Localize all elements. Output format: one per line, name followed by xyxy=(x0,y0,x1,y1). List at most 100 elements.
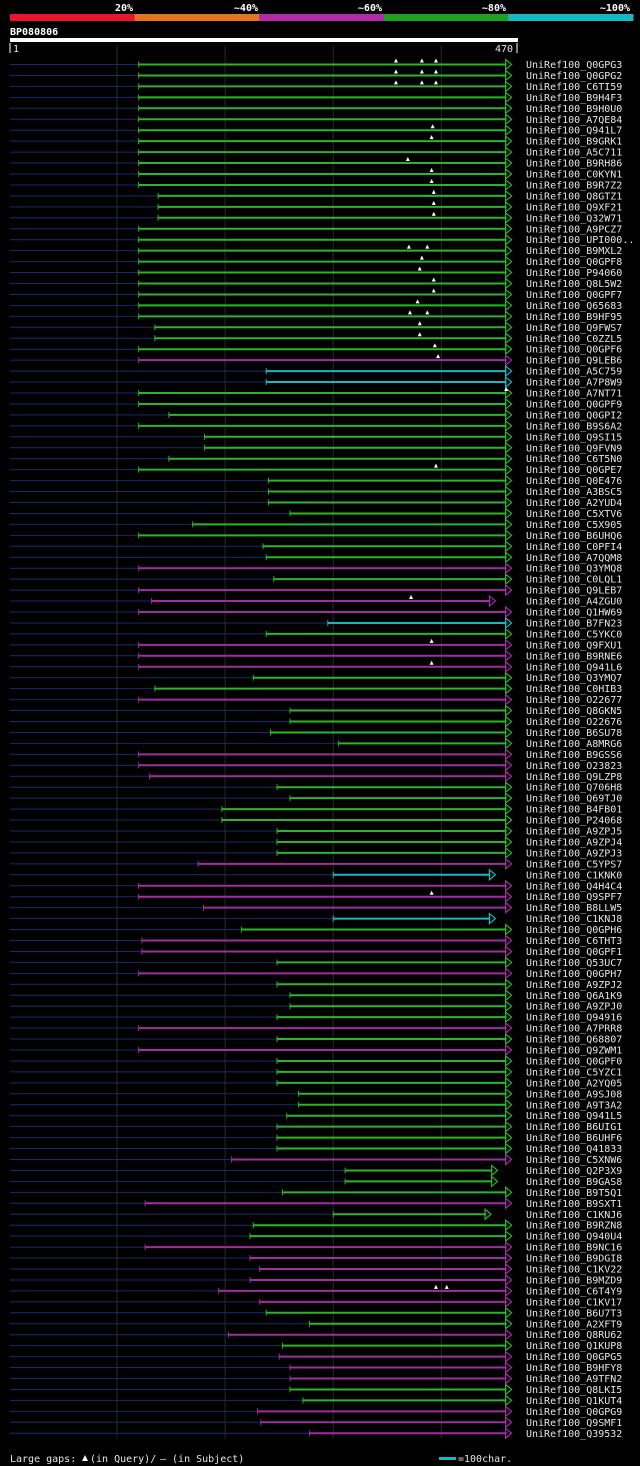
hit-label[interactable]: UniRef100_C1KV22 xyxy=(526,1265,622,1276)
hit-label[interactable]: UniRef100_Q9LEB7 xyxy=(526,586,622,597)
hit-label[interactable]: UniRef100_Q9SPF7 xyxy=(526,892,622,903)
hit-label[interactable]: UniRef100_A9SJ08 xyxy=(526,1089,622,1100)
hit-label[interactable]: UniRef100_C1KNJ6 xyxy=(526,1210,622,1221)
hit-label[interactable]: UniRef100_B9NC16 xyxy=(526,1243,622,1254)
hit-label[interactable]: UniRef100_A7P8W9 xyxy=(526,378,622,389)
hit-label[interactable]: UniRef100_Q0GPF7 xyxy=(526,290,622,301)
hit-label[interactable]: UniRef100_A7QE84 xyxy=(526,115,622,126)
hit-label[interactable]: UniRef100_B6UIG1 xyxy=(526,1122,622,1133)
hit-label[interactable]: UniRef100_Q9FWS7 xyxy=(526,323,622,334)
hit-label[interactable]: UniRef100_Q941L5 xyxy=(526,1111,622,1122)
hit-label[interactable]: UniRef100_C6TI59 xyxy=(526,82,622,93)
hit-label[interactable]: UniRef100_B7FN23 xyxy=(526,618,622,629)
hit-label[interactable]: UniRef100_B4FB01 xyxy=(526,805,622,816)
hit-label[interactable]: UniRef100_C5YPS7 xyxy=(526,859,622,870)
hit-label[interactable]: UniRef100_Q8L5W2 xyxy=(526,279,622,290)
hit-label[interactable]: UniRef100_Q9ZWM1 xyxy=(526,1046,622,1057)
hit-label[interactable]: UniRef100_A2XFT9 xyxy=(526,1319,622,1330)
hit-label[interactable]: UniRef100_B8LLW5 xyxy=(526,903,622,914)
hit-label[interactable]: UniRef100_B6UHQ6 xyxy=(526,531,622,542)
hit-label[interactable]: UniRef100_C5X905 xyxy=(526,520,622,531)
hit-label[interactable]: UniRef100_Q0GPF6 xyxy=(526,345,622,356)
hit-label[interactable]: UniRef100_Q9SI15 xyxy=(526,432,622,443)
hit-label[interactable]: UniRef100_P24068 xyxy=(526,816,622,827)
hit-label[interactable]: UniRef100_B9RZN8 xyxy=(526,1221,622,1232)
hit-label[interactable]: UniRef100_A4ZGU0 xyxy=(526,597,622,608)
hit-label[interactable]: UniRef100_B9S6A2 xyxy=(526,421,622,432)
hit-label[interactable]: UniRef100_Q4H4C4 xyxy=(526,881,622,892)
hit-label[interactable]: UniRef100_A3BSC5 xyxy=(526,487,622,498)
hit-label[interactable]: UniRef100_Q1KUP8 xyxy=(526,1341,622,1352)
hit-label[interactable]: UniRef100_Q8LKI5 xyxy=(526,1385,622,1396)
hit-label[interactable]: UniRef100_Q0GPI2 xyxy=(526,410,622,421)
hit-label[interactable]: UniRef100_B9HFY8 xyxy=(526,1363,622,1374)
hit-label[interactable]: UniRef100_A5C759 xyxy=(526,367,622,378)
hit-label[interactable]: UniRef100_Q0E476 xyxy=(526,476,622,487)
hit-label[interactable]: UniRef100_C0HIB3 xyxy=(526,684,622,695)
hit-label[interactable]: UniRef100_Q0GPE7 xyxy=(526,465,622,476)
hit-label[interactable]: UniRef100_B6SU78 xyxy=(526,728,622,739)
hit-label[interactable]: UniRef100_Q0GPF0 xyxy=(526,1056,622,1067)
hit-label[interactable]: UniRef100_Q8RU62 xyxy=(526,1330,622,1341)
hit-label[interactable]: UniRef100_Q1KUT4 xyxy=(526,1396,622,1407)
hit-label[interactable]: UniRef100_A2YUD4 xyxy=(526,498,622,509)
hit-label[interactable]: UniRef100_A8MRG6 xyxy=(526,739,622,750)
hit-label[interactable]: UniRef100_Q9SMF1 xyxy=(526,1418,622,1429)
hit-label[interactable]: UniRef100_C0KYN1 xyxy=(526,170,622,181)
hit-label[interactable]: UniRef100_Q0GPH6 xyxy=(526,925,622,936)
hit-label[interactable]: UniRef100_Q65683 xyxy=(526,301,622,312)
hit-label[interactable]: UniRef100_B9RH86 xyxy=(526,159,622,170)
hit-label[interactable]: UniRef100_A2YQ05 xyxy=(526,1078,622,1089)
hit-label[interactable]: UniRef100_O23823 xyxy=(526,761,622,772)
hit-label[interactable]: UniRef100_Q68807 xyxy=(526,1035,622,1046)
hit-label[interactable]: UniRef100_Q94916 xyxy=(526,1013,622,1024)
hit-label[interactable]: UniRef100_B9H0U0 xyxy=(526,104,622,115)
hit-label[interactable]: UniRef100_C5XNW6 xyxy=(526,1155,622,1166)
hit-label[interactable]: UniRef100_Q9XF21 xyxy=(526,202,622,213)
hit-label[interactable]: UniRef100_A7PRR8 xyxy=(526,1024,622,1035)
hit-label[interactable]: UniRef100_Q41833 xyxy=(526,1144,622,1155)
hit-label[interactable]: UniRef100_C5XTV6 xyxy=(526,509,622,520)
hit-label[interactable]: UniRef100_Q32W71 xyxy=(526,213,622,224)
hit-label[interactable]: UniRef100_A9TFN2 xyxy=(526,1374,622,1385)
hit-label[interactable]: UniRef100_Q53UC7 xyxy=(526,958,622,969)
hit-label[interactable]: UniRef100_A9ZPJ2 xyxy=(526,980,622,991)
hit-label[interactable]: UniRef100_Q0GPG9 xyxy=(526,1407,622,1418)
hit-label[interactable]: UniRef100_C1KNJ8 xyxy=(526,914,622,925)
hit-label[interactable]: UniRef100_Q0GPF1 xyxy=(526,947,622,958)
hit-label[interactable]: UniRef100_C1KNK0 xyxy=(526,870,622,881)
hit-label[interactable]: UniRef100_O22677 xyxy=(526,695,622,706)
hit-label[interactable]: UniRef100_A5C711 xyxy=(526,148,622,159)
hit-label[interactable]: UniRef100_C5YKC0 xyxy=(526,629,622,640)
hit-label[interactable]: UniRef100_Q6A1K9 xyxy=(526,991,622,1002)
hit-label[interactable]: UniRef100_O22676 xyxy=(526,717,622,728)
hit-label[interactable]: UniRef100_Q8GTZ1 xyxy=(526,191,622,202)
hit-label[interactable]: UniRef100_B6U7T3 xyxy=(526,1308,622,1319)
hit-label[interactable]: UniRef100_B9H4F3 xyxy=(526,93,622,104)
hit-label[interactable]: UniRef100_B9HF95 xyxy=(526,312,622,323)
hit-label[interactable]: UniRef100_A7QQM8 xyxy=(526,553,622,564)
hit-label[interactable]: UniRef100_Q69TJ0 xyxy=(526,794,622,805)
hit-label[interactable]: UniRef100_C0PFI4 xyxy=(526,542,622,553)
hit-label[interactable]: UniRef100_A9T3A2 xyxy=(526,1100,622,1111)
hit-label[interactable]: UniRef100_B9GRK1 xyxy=(526,137,622,148)
hit-label[interactable]: UniRef100_Q2P3X9 xyxy=(526,1166,622,1177)
hit-label[interactable]: UniRef100_A9ZPJ5 xyxy=(526,827,622,838)
hit-label[interactable]: UniRef100_B9GSS6 xyxy=(526,750,622,761)
hit-label[interactable]: UniRef100_Q9LZP8 xyxy=(526,772,622,783)
hit-label[interactable]: UniRef100_B9MZD9 xyxy=(526,1275,622,1286)
hit-label[interactable]: UniRef100_A7NT71 xyxy=(526,389,622,400)
hit-label[interactable]: UniRef100_Q941L7 xyxy=(526,126,622,137)
hit-label[interactable]: UniRef100_B9GAS8 xyxy=(526,1177,622,1188)
hit-label[interactable]: UniRef100_Q9FXU1 xyxy=(526,640,622,651)
hit-label[interactable]: UniRef100_Q0GPH7 xyxy=(526,969,622,980)
hit-label[interactable]: UniRef100_Q39532 xyxy=(526,1429,622,1440)
hit-label[interactable]: UniRef100_A9ZPJ3 xyxy=(526,848,622,859)
hit-label[interactable]: UniRef100_Q3YMQ7 xyxy=(526,673,622,684)
hit-label[interactable]: UniRef100_Q0GPG2 xyxy=(526,71,622,82)
hit-label[interactable]: UniRef100_A9PCZ7 xyxy=(526,224,622,235)
hit-label[interactable]: UniRef100_Q8GKN5 xyxy=(526,706,622,717)
hit-label[interactable]: UniRef100_C6THT3 xyxy=(526,936,622,947)
hit-label[interactable]: UniRef100_P94060 xyxy=(526,268,622,279)
hit-label[interactable]: UniRef100_B9T5Q1 xyxy=(526,1188,622,1199)
